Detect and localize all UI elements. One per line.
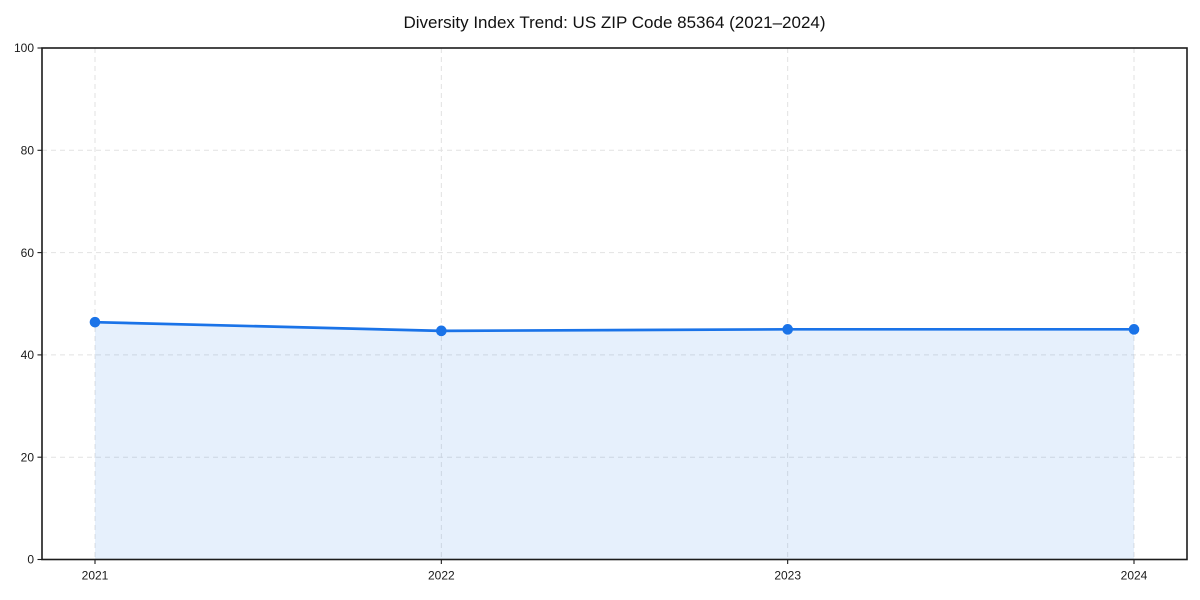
y-tick-label: 80 (21, 144, 35, 158)
x-tick-label: 2022 (428, 569, 455, 583)
y-tick-label: 0 (27, 553, 34, 567)
x-tick-label: 2023 (774, 569, 801, 583)
y-tick-label: 40 (21, 348, 35, 362)
area-fill (95, 322, 1134, 560)
chart-title: Diversity Index Trend: US ZIP Code 85364… (403, 13, 826, 32)
data-point-marker (436, 325, 447, 337)
plot-border (41, 47, 1188, 561)
x-tick-label: 2024 (1121, 569, 1148, 583)
y-tick-label: 60 (21, 246, 35, 260)
data-point-marker (89, 316, 101, 328)
x-tick-label: 2021 (82, 569, 109, 583)
data-point-marker (782, 324, 793, 335)
data-point-marker (1128, 324, 1140, 335)
trend-line (93, 320, 1136, 333)
y-tick-label: 100 (14, 41, 34, 55)
y-tick-label: 20 (21, 450, 35, 464)
